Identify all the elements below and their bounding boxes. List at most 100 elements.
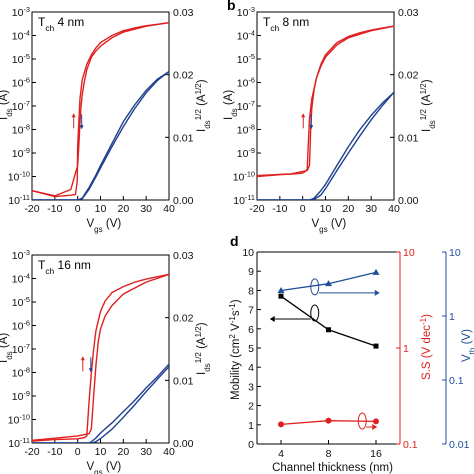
x-axis-title: Channel thickness (nm)	[272, 462, 393, 474]
axis-indicator-oval	[357, 412, 367, 430]
left-reverse-sweep-line	[32, 22, 169, 197]
axis-indicator-arrowhead	[269, 315, 275, 322]
right-reverse-sweep-line	[32, 366, 169, 443]
y-left-tick-label: 10-7	[237, 99, 255, 114]
y3-data-point	[325, 280, 332, 287]
x-tick-label: 0	[75, 203, 81, 215]
y-right-tick-label: 0.00	[398, 195, 419, 207]
x-tick-label: 10	[320, 203, 332, 215]
y-left-tick-label: 10-6	[12, 318, 30, 333]
x-tick-label: 20	[117, 446, 129, 458]
y-left-tick-label: 10-3	[12, 5, 30, 20]
sweep-arrow-down-head	[88, 368, 93, 373]
y1-data-point	[373, 343, 379, 349]
x-tick-label: 0	[300, 203, 306, 215]
sweep-arrow-up-head	[80, 356, 85, 361]
y3-tick-label: 0.1	[449, 375, 464, 387]
y3-data-point	[277, 287, 285, 294]
y-left-tick-label: 10-3	[12, 248, 30, 263]
curve-group	[32, 273, 169, 443]
y3-tick-label: 0.01	[449, 439, 470, 451]
y1-series-line	[280, 295, 377, 347]
x-tick-label: -10	[47, 446, 62, 458]
panel-b-transfer-curve: -20 -10 0 10 20 30 40 10-3 10-4 10-5 10-6 10-7 10-8 1…	[223, 0, 437, 234]
y-left-tick-label: 10-7	[12, 342, 30, 357]
y-left-tick-label: 10-8	[237, 122, 255, 137]
y-right-tick-label: 0.01	[398, 132, 419, 144]
y-right-tick-label: 0.03	[173, 7, 194, 19]
y-right-tick-label: 0.00	[173, 438, 194, 450]
x-tick-label: 16	[370, 448, 382, 460]
x-tick-label: 0	[75, 446, 81, 458]
y-right-axis-title: Ids1/2 (A1/2)	[419, 79, 437, 132]
y1-tick-label: 5	[248, 343, 254, 355]
y-right-axis-title: Ids1/2 (A1/2)	[194, 79, 212, 132]
x-axis-title: Vgs (V)	[312, 218, 347, 234]
right-reverse-sweep-line	[32, 70, 169, 200]
panel-c-transfer-curve: -20 -10 0 10 20 30 40 10-3 10-4 10-5 10-6 10-7 10-8 1…	[0, 248, 212, 474]
y2-tick-label: 0.1	[403, 439, 418, 451]
y-left-tick-label: 10-8	[12, 122, 30, 137]
panel-d-thickness-dependence: d 4 8 16 Channel thickness (nm) 0 1 2 3 4 5 6 7 8 9 10 M…	[228, 233, 474, 474]
sweep-arrow-up-head	[301, 113, 306, 118]
y-left-tick-label: 10-10	[8, 169, 30, 184]
y-left-tick-label: 10-3	[237, 5, 255, 20]
x-tick-label: 40	[163, 446, 175, 458]
x-tick-label: 40	[388, 203, 400, 215]
y1-tick-label: 4	[248, 362, 254, 374]
x-tick-label: 40	[163, 203, 175, 215]
y-left-tick-label: 10-11	[8, 436, 30, 451]
y1-data-point	[326, 327, 331, 333]
y-right-tick-label: 0.02	[398, 70, 419, 82]
y1-tick-label: 1	[248, 420, 254, 432]
y-right-tick-label: 0.01	[173, 132, 194, 144]
x-tick-label: -10	[272, 203, 287, 215]
y-left-tick-label: 10-5	[12, 295, 30, 310]
x-tick-label: 20	[342, 203, 354, 215]
y-left-tick-label: 10-10	[233, 169, 255, 184]
plot-frame	[31, 254, 170, 444]
channel-thickness-label: Tch 8 nm	[263, 15, 309, 33]
panel-a-transfer-curve: -20 -10 0 10 20 30 40 10-3 10-4 10-5 10-6 10-7 10-8 1…	[0, 5, 212, 234]
y-left-tick-label: 10-9	[12, 146, 30, 161]
axis-indicator-oval	[310, 304, 320, 322]
y-left-tick-label: 10-6	[12, 75, 30, 90]
y3-data-point	[372, 268, 380, 275]
panel-letter: d	[230, 233, 239, 249]
y-left-axis-title: Ids (A)	[0, 90, 14, 120]
sweep-arrow-up-head	[71, 113, 76, 118]
y-right-tick-label: 0.01	[173, 375, 194, 387]
y-right-tick-label: 0.02	[173, 313, 194, 325]
y2-tick-label: 10	[403, 247, 415, 259]
y2-tick-label: 1	[403, 343, 409, 355]
left-reverse-sweep-line	[257, 25, 394, 177]
x-tick-label: -20	[249, 203, 264, 215]
y1-tick-label: 6	[248, 324, 254, 336]
y-left-tick-label: 10-7	[12, 99, 30, 114]
y3-tick-label: 1	[449, 311, 455, 323]
x-tick-label: 10	[95, 446, 107, 458]
y2-axis-title: S.S (V dec-1)	[419, 314, 434, 380]
curve-group	[257, 25, 394, 200]
y1-tick-label: 10	[242, 247, 254, 259]
y-left-tick-label: 10-10	[8, 412, 30, 427]
right-reverse-sweep-line	[257, 91, 394, 200]
x-axis-title: Vgs (V)	[87, 461, 122, 474]
y1-tick-label: 9	[248, 266, 254, 278]
left-forward-sweep-line	[32, 22, 169, 198]
x-tick-label: 8	[326, 448, 332, 460]
sweep-arrow-down-head	[309, 125, 314, 130]
right-forward-sweep-line	[257, 91, 394, 200]
right-forward-sweep-line	[32, 70, 169, 200]
y-left-tick-label: 10-11	[233, 193, 255, 208]
y-right-tick-label: 0.02	[173, 70, 194, 82]
x-tick-label: 30	[140, 203, 152, 215]
y1-tick-label: 8	[248, 285, 254, 297]
y-left-tick-label: 10-4	[12, 271, 30, 286]
x-tick-label: 10	[95, 203, 107, 215]
x-tick-label: 4	[278, 448, 284, 460]
y1-data-point	[278, 293, 284, 299]
x-tick-label: -10	[47, 203, 62, 215]
y-left-tick-label: 10-5	[237, 52, 255, 67]
